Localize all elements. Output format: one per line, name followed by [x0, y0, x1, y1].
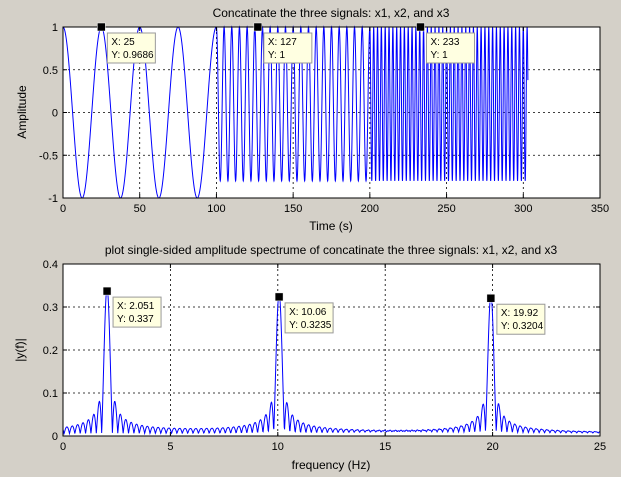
datatip-box [106, 32, 156, 64]
datatip-box [496, 303, 546, 335]
y-tick-label: 0 [52, 108, 58, 120]
spectrum-line [62, 287, 601, 436]
x-axis-label: frequency (Hz) [292, 458, 371, 472]
x-tick-label: 10 [272, 441, 284, 453]
x-tick-label: 15 [379, 441, 391, 453]
datatip-x-text: X: 10.06 [289, 307, 327, 318]
x-tick-label: 150 [284, 203, 302, 215]
time-domain-axes: 0 50 100 150 200 250 300 350 -1 -0.5 0 0.5 1 Concati… [15, 6, 609, 233]
datatips: X: 25 Y: 0.9686 X: 127 Y: 1 X: 233 Y: 1 [97, 22, 475, 64]
y-tick-label: 0.4 [43, 259, 58, 271]
datatip-y-text: Y: 0.337 [117, 314, 154, 325]
x-tick-label: 350 [591, 203, 609, 215]
x-tick-label: 300 [514, 203, 532, 215]
x-tick-label: 20 [486, 441, 498, 453]
y-tick-label: 0.1 [43, 388, 58, 400]
grid [63, 27, 600, 198]
ticks: 0 50 100 150 200 250 300 350 -1 -0.5 0 0.5 1 [39, 22, 609, 215]
datatip-marker [102, 286, 112, 296]
datatip-marker [486, 293, 496, 303]
x-tick-label: 100 [207, 203, 225, 215]
y-axis-label: |y(f)| [13, 338, 27, 362]
datatip-y-text: Y: 1 [268, 50, 286, 61]
datatip-box [112, 296, 162, 328]
y-tick-label: 0.2 [43, 345, 58, 357]
datatip-x-text: X: 127 [268, 37, 297, 48]
datatip-marker [274, 292, 284, 302]
datatips: X: 2.051 Y: 0.337 X: 10.06 Y: 0.3235 X: 19.9… [102, 286, 546, 335]
x-tick-label: 50 [134, 203, 146, 215]
chart-title: Concatinate the three signals: x1, x2, a… [213, 6, 450, 20]
ticks: 0 5 10 15 20 25 0 0.1 0.2 0.3 0.4 [43, 259, 606, 453]
datatip-x-text: X: 2.051 [117, 301, 155, 312]
datatip-x-text: X: 233 [430, 37, 459, 48]
y-tick-label: -1 [48, 193, 58, 205]
datatip-box [263, 32, 313, 64]
y-tick-label: 0.5 [43, 65, 58, 77]
datatip-y-text: Y: 0.9686 [111, 50, 154, 61]
datatip-box [284, 302, 334, 334]
datatip-marker [97, 22, 106, 32]
x-tick-label: 250 [437, 203, 455, 215]
y-axis-label: Amplitude [15, 85, 29, 139]
datatip-y-text: Y: 0.3235 [289, 320, 332, 331]
datatip-y-text: Y: 1 [430, 50, 448, 61]
y-tick-label: -0.5 [39, 150, 58, 162]
datatip-x-text: X: 19.92 [501, 308, 539, 319]
axes-background [63, 264, 600, 436]
datatip-marker [253, 22, 263, 32]
data-series-line [62, 287, 601, 436]
spectrum-axes: 0 5 10 15 20 25 0 0.1 0.2 0.3 0.4 plot single-side… [13, 243, 606, 472]
datatip-x-text: X: 25 [111, 37, 135, 48]
datatip-marker [416, 22, 425, 32]
y-tick-label: 0 [52, 431, 58, 443]
x-tick-label: 5 [167, 441, 173, 453]
chart-title: plot single-sided amplitude spectrume of… [105, 243, 558, 257]
datatip-box [425, 32, 475, 64]
grid [63, 264, 600, 436]
x-tick-label: 200 [361, 203, 379, 215]
y-tick-label: 0.3 [43, 302, 58, 314]
datatip-y-text: Y: 0.3204 [501, 321, 544, 332]
x-tick-label: 0 [60, 203, 66, 215]
y-tick-label: 1 [52, 22, 58, 34]
x-tick-label: 0 [60, 441, 66, 453]
x-tick-label: 25 [594, 441, 606, 453]
x-axis-label: Time (s) [309, 219, 353, 233]
